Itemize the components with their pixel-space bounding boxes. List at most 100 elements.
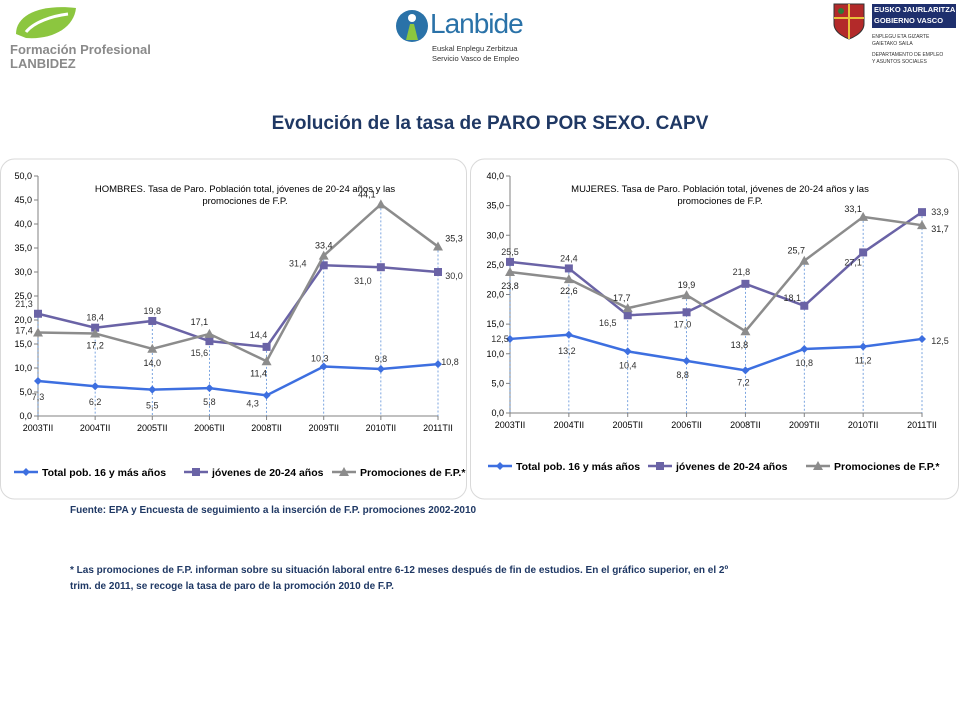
data-point [799, 255, 810, 265]
data-label: 9,8 [375, 354, 388, 364]
data-label: 30,0 [445, 271, 463, 281]
data-point [622, 303, 633, 313]
data-point [205, 337, 214, 346]
x-tick-label: 2003TII [23, 423, 54, 433]
gv-dept-line4: Y ASUNTOS SOCIALES [872, 59, 927, 65]
data-label: 31,0 [354, 276, 372, 286]
data-point [376, 364, 385, 373]
series-line [37, 202, 439, 363]
data-point [918, 334, 926, 343]
data-label: 19,9 [678, 280, 696, 290]
data-label: 10,4 [619, 360, 637, 370]
data-point [858, 211, 869, 221]
data-point [34, 309, 42, 318]
data-label: 16,5 [599, 318, 617, 328]
data-label: 12,5 [491, 334, 509, 344]
data-point [563, 274, 574, 284]
data-point [376, 263, 385, 272]
data-label: 44,1 [358, 189, 376, 199]
data-label: 11,4 [250, 368, 267, 378]
formacion-profesional-logo: Formación Profesional LANBIDEZ [4, 2, 184, 71]
x-tick-label: 2004TII [80, 423, 111, 433]
y-tick-label: 30,0 [486, 230, 504, 240]
data-point [147, 343, 158, 353]
data-label: 17,0 [674, 319, 692, 329]
y-tick-label: 25,0 [486, 260, 504, 270]
lanbide-subtitle-es: Servicio Vasco de Empleo [432, 54, 519, 63]
data-label: 10,3 [311, 354, 329, 364]
chart-title-line1: MUJERES. Tasa de Paro. Población total, … [571, 184, 869, 195]
data-label: 13,8 [731, 340, 749, 350]
data-label: 8,8 [676, 370, 689, 380]
x-tick-label: 2009TII [789, 420, 820, 430]
data-label: 23,8 [501, 281, 519, 291]
data-point [90, 328, 101, 338]
series-line [509, 215, 923, 333]
legend-marker [339, 467, 349, 476]
gv-title-band [872, 4, 956, 28]
legend-marker [496, 462, 504, 470]
data-label: 6,2 [89, 397, 102, 407]
data-point [205, 384, 214, 393]
legend-label: jóvenes de 20-24 años [675, 461, 788, 473]
data-point [204, 328, 215, 338]
data-label: 5,5 [146, 401, 159, 411]
y-tick-label: 0,0 [19, 411, 32, 421]
legend-label: jóvenes de 20-24 años [211, 467, 324, 479]
y-tick-label: 30,0 [14, 267, 32, 277]
gv-dept-line1: ENPLEGU ETA GIZARTE [872, 34, 930, 40]
data-label: 7,3 [32, 392, 45, 402]
data-label: 33,4 [315, 241, 333, 251]
y-tick-label: 15,0 [486, 319, 504, 329]
data-label: 35,3 [445, 234, 463, 244]
data-point [740, 326, 751, 336]
data-point [433, 241, 443, 251]
data-point [859, 248, 868, 257]
data-point [741, 279, 750, 288]
y-tick-label: 0,0 [491, 408, 504, 418]
legend-marker [813, 461, 823, 470]
data-label: 17,2 [86, 340, 104, 350]
data-label: 31,7 [931, 224, 949, 234]
data-point [262, 391, 271, 400]
data-label: 4,3 [246, 398, 259, 408]
data-label: 10,8 [441, 357, 459, 367]
y-tick-label: 20,0 [14, 315, 32, 325]
y-tick-label: 40,0 [14, 219, 32, 229]
y-tick-label: 50,0 [14, 171, 32, 181]
data-label: 14,0 [144, 358, 162, 368]
y-tick-label: 40,0 [486, 171, 504, 181]
data-label: 31,4 [289, 258, 307, 268]
y-tick-label: 5,0 [491, 378, 504, 388]
legend-label: Total pob. 16 y más años [42, 467, 166, 479]
data-label: 18,1 [784, 293, 802, 303]
data-label: 22,6 [560, 286, 578, 296]
data-label: 19,8 [144, 306, 162, 316]
data-point [91, 382, 100, 391]
data-point [318, 250, 329, 260]
data-label: 14,4 [250, 330, 268, 340]
data-point [682, 356, 691, 365]
lanbide-emblem-icon [396, 10, 428, 42]
chart-title-line2: promociones de F.P. [677, 196, 762, 207]
x-tick-label: 2011TII [907, 420, 937, 430]
data-label: 12,5 [931, 336, 949, 346]
y-tick-label: 45,0 [14, 195, 32, 205]
data-point [434, 268, 442, 276]
footnote-line1: * Las promociones de F.P. informan sobre… [70, 565, 729, 576]
data-label: 5,8 [203, 397, 216, 407]
x-tick-label: 2005TII [137, 423, 168, 433]
data-label: 13,2 [558, 346, 576, 356]
fp-leaf-icon [16, 7, 76, 39]
legend-label: Promociones de F.P.* [360, 467, 466, 479]
x-tick-label: 2010TII [848, 420, 879, 430]
source-note: Fuente: EPA y Encuesta de seguimiento a … [70, 505, 477, 516]
data-point [434, 360, 442, 369]
x-tick-label: 2008TII [730, 420, 761, 430]
data-label: 7,2 [737, 377, 750, 387]
y-tick-label: 10,0 [14, 363, 32, 373]
data-label: 25,7 [788, 246, 806, 256]
y-tick-label: 5,0 [19, 387, 32, 397]
data-label: 33,1 [844, 204, 862, 214]
series-line [509, 333, 923, 372]
